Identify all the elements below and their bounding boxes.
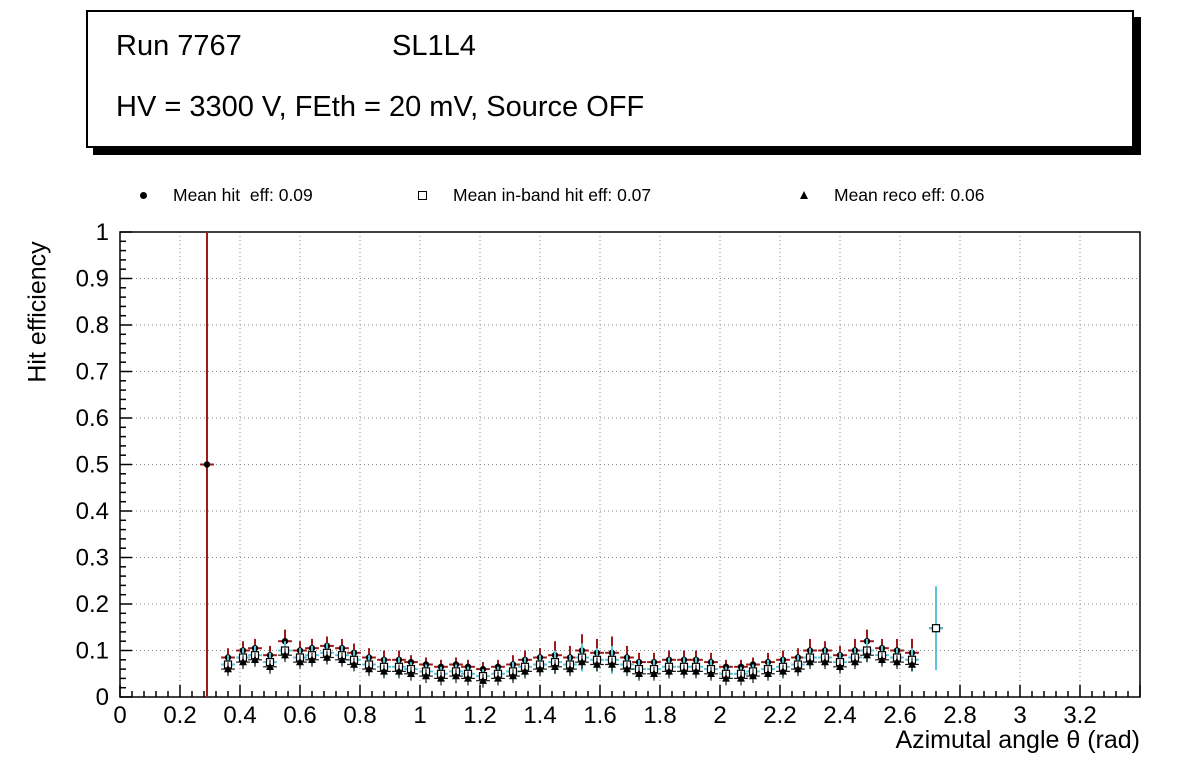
svg-text:2.6: 2.6 [883, 702, 916, 729]
x-axis-title: Azimutal angle θ (rad) [895, 726, 1140, 754]
filled-circle-icon [140, 191, 147, 199]
svg-text:3: 3 [1013, 702, 1026, 729]
legend-entry-inband: Mean in-band hit eff: 0.07 [418, 183, 651, 207]
svg-text:2.4: 2.4 [823, 702, 856, 729]
legend-entry-hit: Mean hit eff: 0.09 [140, 183, 313, 207]
plot-frame [119, 231, 1141, 698]
svg-text:1.6: 1.6 [583, 702, 616, 729]
x-tick-labels: 0 0.2 0.4 0.6 0.8 1 1.2 1.4 1.6 1.8 2 2.2 2.4 2.6 2.8 3… [113, 702, 1096, 729]
svg-text:0.6: 0.6 [76, 405, 109, 432]
axis-ticks [119, 231, 1141, 698]
legend: Mean hit eff: 0.09 Mean in-band hit eff:… [0, 183, 1196, 207]
svg-text:0: 0 [113, 702, 126, 729]
grid-lines [120, 232, 1140, 697]
svg-text:1: 1 [413, 702, 426, 729]
title-box: Run 7767 SL1L4 HV = 3300 V, FEth = 20 mV… [86, 10, 1134, 148]
svg-text:0.8: 0.8 [76, 312, 109, 339]
open-square-icon [418, 190, 427, 200]
series-reco [221, 648, 919, 688]
svg-text:3.2: 3.2 [1063, 702, 1096, 729]
filled-triangle-icon [800, 191, 808, 199]
run-label: Run 7767 [116, 30, 242, 62]
svg-text:0.3: 0.3 [76, 545, 109, 572]
svg-text:0.1: 0.1 [76, 638, 109, 665]
svg-text:0.5: 0.5 [76, 452, 109, 479]
svg-text:1.2: 1.2 [463, 702, 496, 729]
svg-text:0.8: 0.8 [343, 702, 376, 729]
series-hit [200, 232, 943, 697]
svg-text:0.4: 0.4 [223, 702, 256, 729]
legend-label-reco: Mean reco eff: 0.06 [834, 184, 985, 205]
legend-label-inband: Mean in-band hit eff: 0.07 [453, 184, 652, 205]
legend-entry-reco: Mean reco eff: 0.06 [800, 183, 984, 207]
svg-text:1.8: 1.8 [643, 702, 676, 729]
svg-text:0.2: 0.2 [76, 591, 109, 618]
svg-text:0.2: 0.2 [163, 702, 196, 729]
y-axis-title: Hit efficiency [23, 241, 52, 383]
legend-label-hit: Mean hit eff: 0.09 [173, 184, 313, 205]
svg-text:2.2: 2.2 [763, 702, 796, 729]
svg-text:1.4: 1.4 [523, 702, 556, 729]
svg-text:2: 2 [713, 702, 726, 729]
y-tick-labels: 0 0.1 0.2 0.3 0.4 0.5 0.6 0.7 0.8 0.9 1 [76, 219, 109, 711]
conditions-label: HV = 3300 V, FEth = 20 mV, Source OFF [116, 91, 645, 123]
chamber-label: SL1L4 [392, 30, 476, 62]
title-line-1: Run 7767 SL1L4 [116, 30, 1132, 63]
svg-text:0: 0 [96, 684, 109, 711]
svg-text:0.9: 0.9 [76, 266, 109, 293]
svg-text:1: 1 [96, 219, 109, 246]
svg-text:0.6: 0.6 [283, 702, 316, 729]
svg-text:0.4: 0.4 [76, 498, 109, 525]
svg-text:0.7: 0.7 [76, 359, 109, 386]
svg-text:2.8: 2.8 [943, 702, 976, 729]
